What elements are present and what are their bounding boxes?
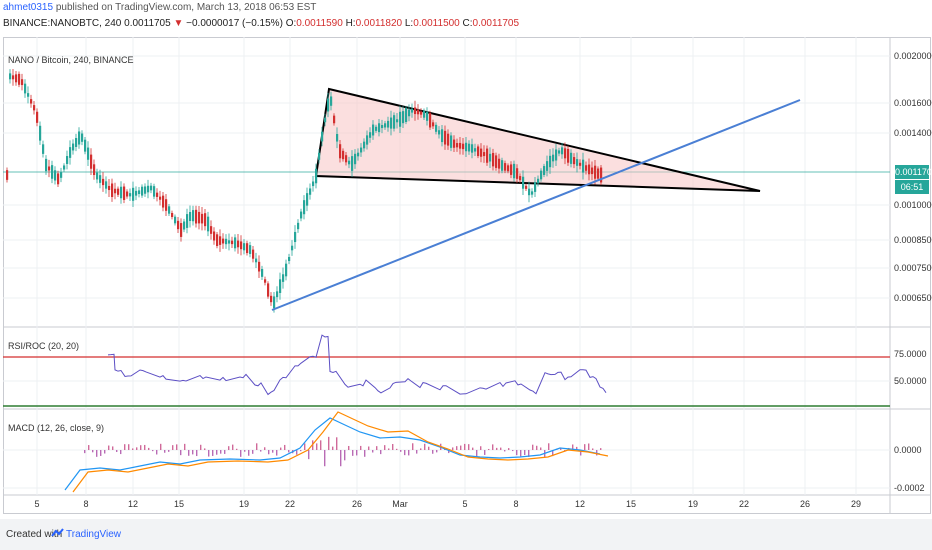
- main-pane-title: NANO / Bitcoin, 240, BINANCE: [8, 55, 134, 65]
- time-label: 29: [851, 499, 861, 509]
- time-label: Mar: [392, 499, 408, 509]
- time-label: 12: [575, 499, 585, 509]
- author-link[interactable]: ahmet0315: [3, 2, 54, 13]
- time-label: 8: [513, 499, 518, 509]
- time-label: 15: [174, 499, 184, 509]
- high-value: 0.0011820: [355, 18, 403, 29]
- high-label: H:: [345, 18, 356, 29]
- tradingview-link[interactable]: TradingView: [66, 529, 122, 540]
- close-label: C:: [462, 18, 473, 29]
- last-price: 0.0011705: [124, 18, 171, 29]
- time-label: 19: [239, 499, 249, 509]
- down-arrow-icon: ▼: [173, 18, 184, 29]
- macd-line: [64, 417, 601, 491]
- time-label: 15: [626, 499, 636, 509]
- open-label: O:: [285, 18, 297, 29]
- close-value: 0.0011705: [472, 18, 520, 29]
- symbol-label: BINANCE:NANOBTC, 240: [3, 18, 122, 29]
- open-value: 0.0011590: [296, 18, 343, 29]
- rsi-pane-title: RSI/ROC (20, 20): [8, 341, 80, 351]
- rsi-axis-label: 50.0000: [894, 376, 927, 386]
- candlestick-series: [6, 68, 603, 313]
- time-label: 8: [83, 499, 88, 509]
- time-label: 5: [462, 499, 467, 509]
- time-label: 19: [688, 499, 698, 509]
- rsi-axis-label: 75.0000: [894, 349, 927, 359]
- low-label: L:: [404, 18, 414, 29]
- created-with-text: Created with: [6, 529, 63, 540]
- low-value: 0.0011500: [413, 18, 460, 29]
- tradingview-logo-icon: [51, 528, 64, 537]
- time-label: 26: [352, 499, 362, 509]
- time-label: 26: [800, 499, 810, 509]
- publish-text: published on TradingView.com, March 13, …: [55, 2, 317, 13]
- time-label: 5: [34, 499, 39, 509]
- price-change: −0.0000017 (−0.15%): [186, 18, 283, 29]
- countdown-tag: 06:51: [895, 180, 929, 194]
- macd-axis-label: -0.0002: [894, 483, 925, 493]
- signal-line: [72, 411, 609, 493]
- time-label: 22: [285, 499, 295, 509]
- rsi-line: [107, 334, 607, 396]
- macd-pane-title: MACD (12, 26, close, 9): [8, 423, 105, 433]
- ohlc-bar: BINANCE:NANOBTC, 240 0.0011705 ▼ −0.0000…: [3, 18, 519, 29]
- current-price-tag: 0.0011705: [895, 165, 932, 179]
- footer: Created with TradingView: [0, 519, 932, 550]
- macd-axis-label: 0.0000: [894, 445, 922, 455]
- time-label: 22: [739, 499, 749, 509]
- time-label: 12: [128, 499, 138, 509]
- trend-line[interactable]: [271, 99, 801, 311]
- chart-frame[interactable]: [3, 37, 931, 514]
- price-label: 0.0006500: [894, 293, 932, 303]
- publish-info: ahmet0315 published on TradingView.com, …: [3, 2, 316, 13]
